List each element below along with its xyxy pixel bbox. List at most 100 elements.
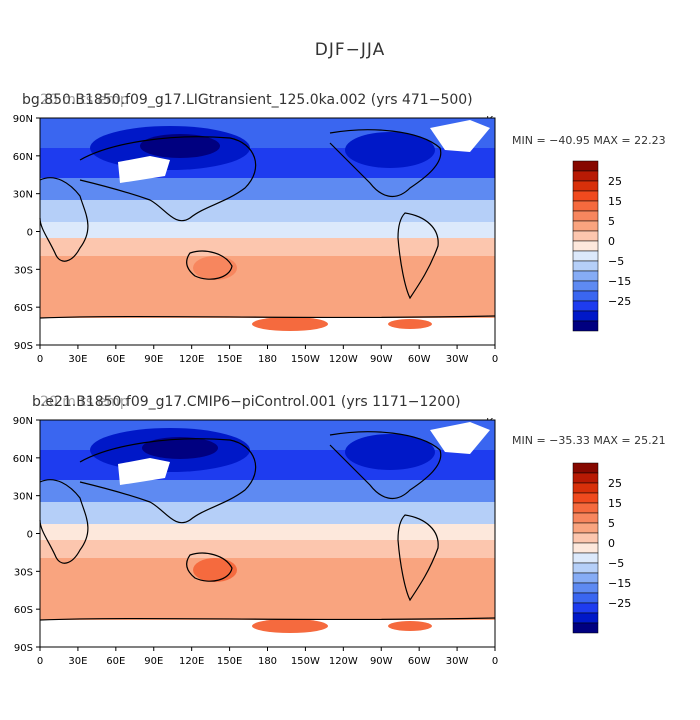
lon-tick-label: 0 [492,354,498,365]
colorbar-swatch [572,542,599,554]
lat-tick-label: 60N [13,454,33,465]
lon-tick-label: 90W [370,656,393,667]
colorbar-swatch [572,230,599,242]
panel-2-australia-warm [193,558,237,582]
panel-1-coast-eurasia [79,136,257,222]
panel-2-lon-axis: 0 30E 60E 90E 120E 150E 180 150W 120W 90W 60W 30W 0 [37,647,498,667]
panel-2-asia-mask [118,458,170,485]
lon-tick-label: 150W [291,354,320,365]
panel-2-namerica-cold [345,434,435,470]
colorbar-swatch [572,552,599,564]
panel-2-antarctic-warm-1 [252,619,328,633]
colorbar-swatch [572,310,599,322]
panel-2-map [39,419,496,648]
panel-2-greenland-mask [430,422,490,454]
colorbar-label: 0 [608,537,615,550]
panel-2-title: b.e21.B1850.f09_g17.CMIP6−piControl.001 … [32,394,461,410]
lon-tick-label: 90E [144,656,163,667]
panel-1-coast-antarctica [39,315,496,319]
colorbar-swatch [572,290,599,302]
panel-1-australia-warm [193,256,237,280]
panel-1-asia-mask [118,156,170,183]
map-panel-2: b.e21.B1850.f09_g17.CMIP6−piControl.001 … [0,390,700,720]
panel-1-coastlines [39,129,496,319]
panel-2-min-max: MIN = −35.33 MAX = 25.21 [512,434,666,447]
panel-2-antarctic-warm-2 [388,621,432,631]
panel-1-band-north-mid [40,178,495,200]
lon-tick-label: 120E [179,656,204,667]
lon-tick-label: 60W [408,656,431,667]
panel-1-band-equator [40,222,495,238]
colorbar-swatch [572,270,599,282]
panel-2-band-south-tropic [40,540,495,558]
lon-tick-label: 90E [144,354,163,365]
colorbar-swatch [572,180,599,192]
lat-tick-label: 60N [13,152,33,163]
figure-title: DJF−JJA [314,40,386,60]
panel-2-coast-antarctica [39,617,496,621]
lon-tick-label: 0 [492,656,498,667]
colorbar-swatch [572,220,599,232]
lat-tick-label: 90S [14,341,33,352]
colorbar-swatch [572,462,599,474]
colorbar-label: −15 [608,275,631,288]
colorbar-label: 5 [608,517,615,530]
lon-tick-label: 180 [258,656,277,667]
lat-tick-label: 60S [14,303,33,314]
lon-tick-label: 150E [217,354,242,365]
colorbar-swatch [572,582,599,594]
colorbar-swatch [572,482,599,494]
lon-tick-label: 30E [68,656,87,667]
lon-tick-label: 150E [217,656,242,667]
lon-tick-label: 60E [106,656,125,667]
colorbar-swatch [572,320,599,332]
panel-1-band-south-tropic [40,238,495,256]
panel-1-antarctic-warm-2 [388,319,432,329]
colorbar-swatch [572,612,599,624]
panel-1-coast-samerica [397,212,439,300]
lon-tick-label: 120W [329,656,358,667]
colorbar-swatch [572,240,599,252]
map-panel-1: bg.850.B1850.f09_g17.LIGtransient_125.0k… [0,88,700,418]
panel-2-coast-africa [39,479,89,564]
colorbar-swatch [572,210,599,222]
panel-1-lon-axis: 0 30E 60E 90E 120E 150E 180 150W 120W 90W 60W 30W 0 [37,345,498,365]
panel-1-band-subtropic [40,200,495,222]
panel-1-overlap-text: 20 m ts emp [40,92,129,108]
colorbar-label: 25 [608,477,622,490]
colorbar-label: 15 [608,497,622,510]
panel-2-colorbar: 25 15 5 0 −5 −15 −25 [572,462,631,634]
panel-2-coast-australia [186,552,233,582]
lat-tick-label: 90N [13,416,33,427]
colorbar-label: −25 [608,597,631,610]
panel-1-antarctic-warm-1 [252,317,328,331]
panel-2-band-equator [40,524,495,540]
lat-tick-label: 30S [14,567,33,578]
lat-tick-label: 30S [14,265,33,276]
lon-tick-label: 0 [37,354,43,365]
panel-2-band-north-mid [40,480,495,502]
lat-tick-label: 0 [27,530,33,541]
panel-1-namerica-cold [345,132,435,168]
panel-2-coastlines [39,431,496,621]
colorbar-swatch [572,260,599,272]
colorbar-label: 25 [608,175,622,188]
map-panel-1-svg: bg.850.B1850.f09_g17.LIGtransient_125.0k… [13,92,666,365]
colorbar-swatch [572,572,599,584]
panel-2-lat-axis: 90N 60N 30N 0 30S 60S 90S [13,416,40,654]
colorbar-swatch [572,492,599,504]
panel-2-overlap-text: 20 m ts emp [40,394,129,410]
panel-2-band-subtropic [40,502,495,524]
lon-tick-label: 30W [446,354,469,365]
panel-1-map [39,117,496,346]
panel-2-coast-eurasia [79,438,257,524]
colorbar-swatch [572,532,599,544]
lat-tick-label: 0 [27,228,33,239]
colorbar-swatch [572,160,599,172]
colorbar-label: −5 [608,557,624,570]
lon-tick-label: 60W [408,354,431,365]
lon-tick-label: 180 [258,354,277,365]
colorbar-label: 15 [608,195,622,208]
lat-tick-label: 90N [13,114,33,125]
lon-tick-label: 30E [68,354,87,365]
